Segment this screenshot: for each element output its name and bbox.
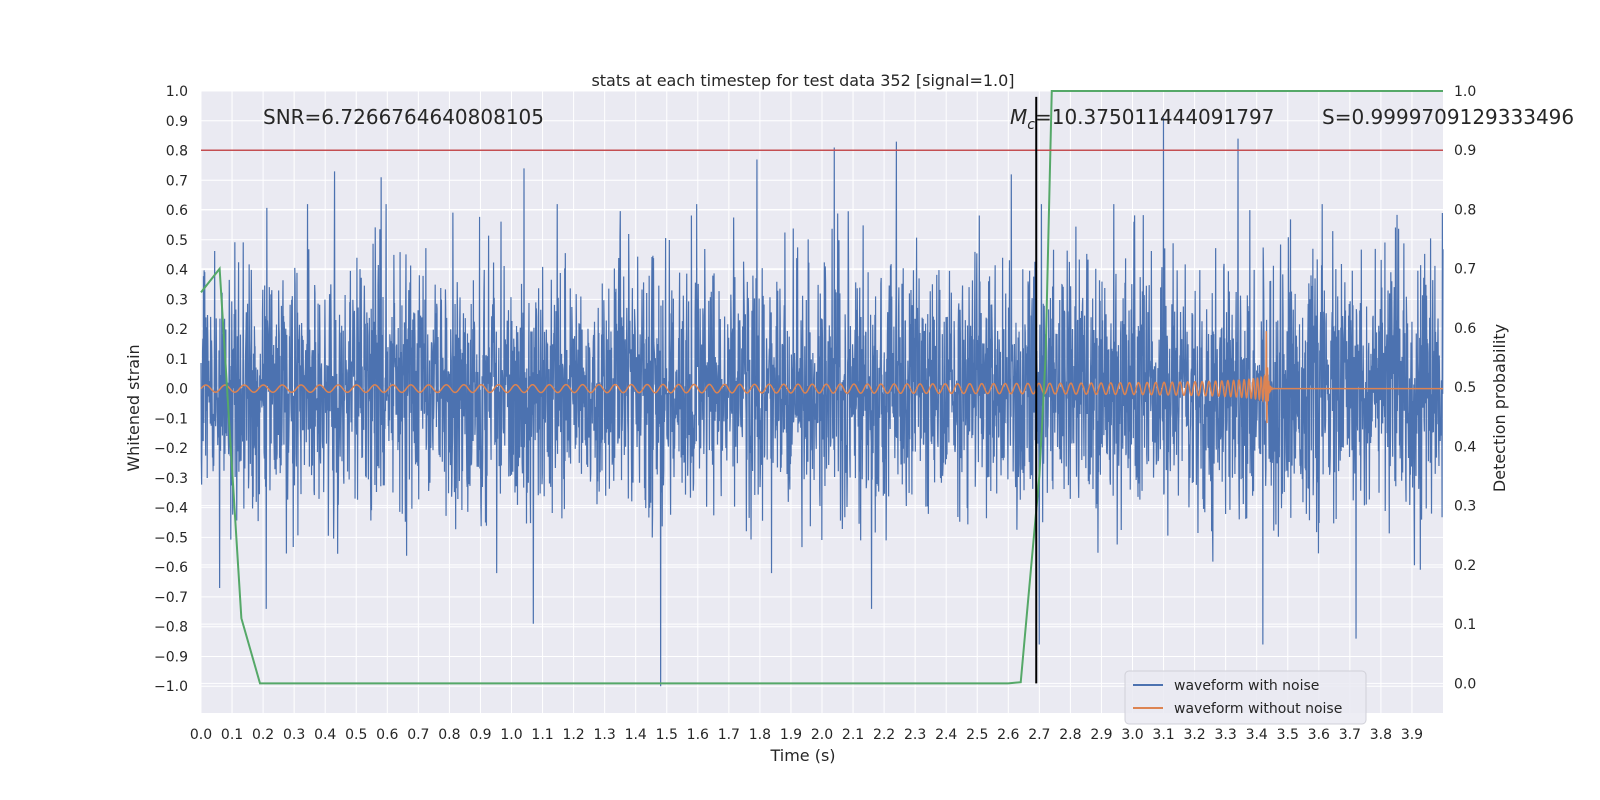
x-tick-label: 0.3 — [283, 727, 305, 743]
x-tick-label: 0.6 — [376, 727, 398, 743]
chirp-mass-value: =10.375011444091797 — [1035, 105, 1274, 129]
line-waveform-with-noise — [200, 117, 1444, 687]
y-tick-label: −0.8 — [154, 620, 188, 636]
x-tick-label: 0.7 — [407, 727, 429, 743]
y-tick-label: 0.9 — [166, 114, 188, 130]
x-tick-label: 2.5 — [966, 727, 988, 743]
y-tick-label: 0.3 — [166, 292, 188, 308]
x-tick-label: 2.7 — [1028, 727, 1050, 743]
x-tick-label: 0.9 — [469, 727, 491, 743]
y-tick-label: 0.7 — [166, 173, 188, 189]
y-axis-ticks: 1.0 0.9 0.8 0.7 0.6 0.5 0.4 0.3 0.2 0.1 0.0 −0.1 −0.… — [154, 84, 188, 695]
y-tick-label: 0.1 — [166, 352, 188, 368]
y2-tick-label: 0.5 — [1454, 380, 1476, 396]
x-tick-label: 3.8 — [1370, 727, 1392, 743]
y-tick-label: 0.2 — [166, 322, 188, 338]
x-tick-label: 1.8 — [749, 727, 771, 743]
y-tick-label: −0.4 — [154, 501, 188, 517]
x-tick-label: 1.7 — [718, 727, 740, 743]
x-tick-label: 0.0 — [190, 727, 212, 743]
stat-annotation: S=0.9999709129333496 — [1322, 105, 1574, 129]
y2-tick-label: 0.9 — [1454, 143, 1476, 159]
y-tick-label: 0.4 — [166, 263, 188, 279]
x-tick-label: 0.4 — [314, 727, 336, 743]
x-axis-ticks: 0.0 0.1 0.2 0.3 0.4 0.5 0.6 0.7 0.8 0.9 1.0 1.1 1.2 1… — [190, 727, 1423, 743]
y2-tick-label: 0.8 — [1454, 202, 1476, 218]
x-tick-label: 3.5 — [1277, 727, 1299, 743]
x-tick-label: 3.3 — [1215, 727, 1237, 743]
x-tick-label: 3.9 — [1401, 727, 1423, 743]
y-tick-label: 0.6 — [166, 203, 188, 219]
y2-tick-label: 0.2 — [1454, 558, 1476, 574]
x-tick-label: 1.6 — [687, 727, 709, 743]
x-tick-label: 2.6 — [997, 727, 1019, 743]
x-tick-label: 1.1 — [531, 727, 553, 743]
x-tick-label: 0.8 — [438, 727, 460, 743]
x-tick-label: 3.7 — [1339, 727, 1361, 743]
x-tick-label: 1.3 — [594, 727, 616, 743]
y-tick-label: −0.6 — [154, 560, 188, 576]
x-tick-label: 3.4 — [1246, 727, 1268, 743]
y-tick-label: −0.3 — [154, 471, 188, 487]
y2-tick-label: 0.3 — [1454, 499, 1476, 515]
y2-tick-label: 0.6 — [1454, 321, 1476, 337]
series-waveform-with-noise — [200, 117, 1444, 687]
y-tick-label: −0.7 — [154, 590, 188, 606]
x-tick-label: 1.5 — [656, 727, 678, 743]
x-tick-label: 0.2 — [252, 727, 274, 743]
x-tick-label: 2.3 — [904, 727, 926, 743]
y-tick-label: 0.0 — [166, 382, 188, 398]
y2-axis-ticks: 1.0 0.9 0.8 0.7 0.6 0.5 0.4 0.3 0.2 0.1 0.0 — [1454, 84, 1476, 692]
line-detection-probability — [200, 90, 1443, 685]
x-tick-label: 3.2 — [1183, 727, 1205, 743]
reference-lines — [201, 96, 1443, 684]
y-tick-label: −0.5 — [154, 530, 188, 546]
x-tick-label: 3.6 — [1308, 727, 1330, 743]
x-tick-label: 1.0 — [500, 727, 522, 743]
x-tick-label: 2.4 — [935, 727, 957, 743]
y-axis-label: Whitened strain — [124, 344, 143, 471]
x-tick-label: 2.9 — [1090, 727, 1112, 743]
y2-tick-label: 1.0 — [1454, 84, 1476, 100]
x-tick-label: 2.8 — [1059, 727, 1081, 743]
x-tick-label: 2.2 — [873, 727, 895, 743]
snr-annotation: SNR=6.7266764640808105 — [263, 105, 544, 129]
chart-title: stats at each timestep for test data 352… — [591, 71, 1014, 90]
x-tick-label: 1.2 — [562, 727, 584, 743]
series-waveform-without-noise — [200, 331, 1443, 424]
legend-label-noise: waveform with noise — [1174, 678, 1319, 694]
y2-axis-label: Detection probability — [1490, 324, 1509, 492]
y-tick-label: −0.2 — [154, 441, 188, 457]
y2-tick-label: 0.1 — [1454, 617, 1476, 633]
x-tick-label: 2.0 — [811, 727, 833, 743]
x-tick-label: 3.1 — [1152, 727, 1174, 743]
series-detection-probability — [200, 90, 1443, 685]
x-axis-label: Time (s) — [769, 746, 835, 765]
x-tick-label: 3.0 — [1121, 727, 1143, 743]
x-tick-label: 1.9 — [780, 727, 802, 743]
x-tick-label: 2.1 — [842, 727, 864, 743]
chirp-mass-symbol: M — [1010, 105, 1027, 129]
y-tick-label: 0.8 — [166, 144, 188, 160]
y-tick-label: 0.5 — [166, 233, 188, 249]
y2-tick-label: 0.0 — [1454, 676, 1476, 692]
chirp-mass-annotation: Mc=10.375011444091797 — [1010, 105, 1274, 133]
legend: waveform with noise waveform without noi… — [1124, 670, 1367, 725]
y2-tick-label: 0.4 — [1454, 439, 1476, 455]
y-tick-label: 1.0 — [166, 84, 188, 100]
x-tick-label: 0.5 — [345, 727, 367, 743]
y2-tick-label: 0.7 — [1454, 262, 1476, 278]
x-tick-label: 0.1 — [221, 727, 243, 743]
y-tick-label: −1.0 — [154, 679, 188, 695]
x-tick-label: 1.4 — [625, 727, 647, 743]
legend-label-clean: waveform without noise — [1174, 701, 1342, 717]
chirp-mass-subscript: c — [1027, 117, 1035, 133]
y-tick-label: −0.1 — [154, 411, 188, 427]
line-waveform-without-noise — [200, 331, 1443, 424]
y-tick-label: −0.9 — [154, 649, 188, 665]
legend-box — [1124, 670, 1367, 725]
